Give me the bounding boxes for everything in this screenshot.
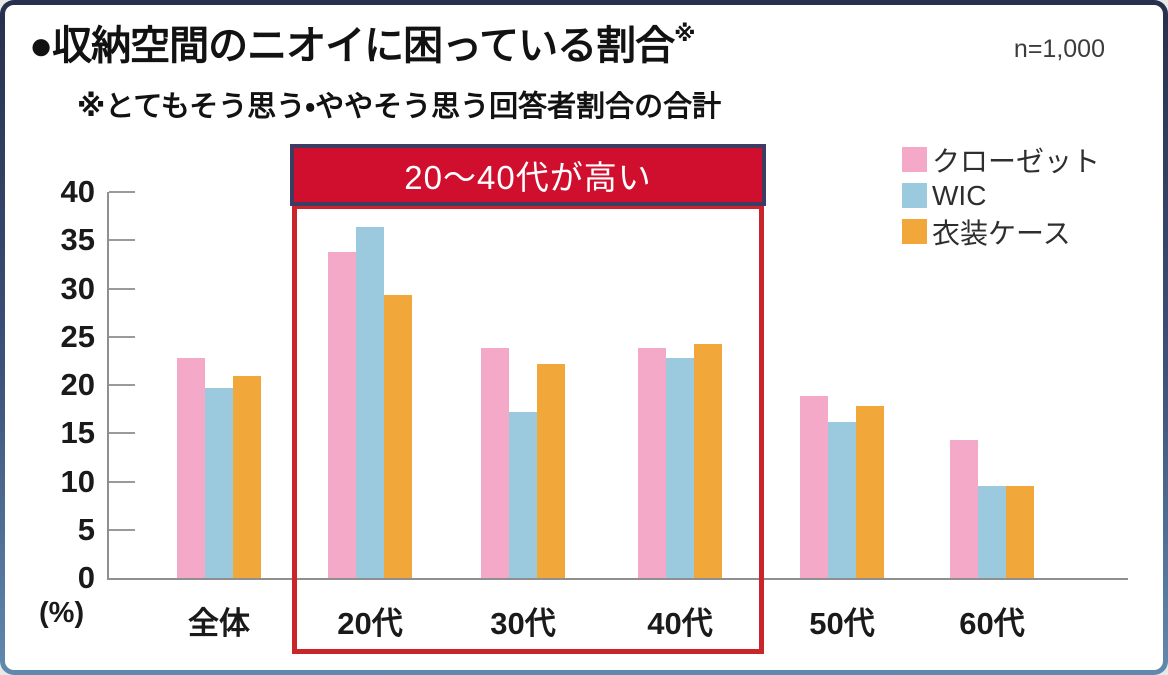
y-tick-mark — [109, 239, 135, 242]
bar-40代-WIC — [666, 357, 694, 578]
bar-全体-WIC — [205, 387, 233, 578]
chart-title: ●収納空間のニオイに困っている割合※ — [29, 13, 696, 71]
bar-30代-クローゼット — [481, 348, 509, 578]
y-axis-tick-label: 20 — [60, 367, 95, 402]
highlight-banner-text: 20〜40代が高い — [404, 159, 652, 196]
title-note-mark: ※ — [674, 21, 695, 46]
bar-50代-衣装ケース — [856, 406, 884, 578]
y-tick-mark — [109, 432, 135, 435]
chart-card: ●収納空間のニオイに困っている割合※ n=1,000 ※とてもそう思う・ややそう… — [5, 5, 1163, 670]
bar-40代-衣装ケース — [694, 343, 722, 578]
y-axis-tick-label: 0 — [77, 560, 95, 595]
x-axis-label-40代: 40代 — [647, 606, 713, 641]
highlight-banner: 20〜40代が高い — [290, 144, 766, 206]
legend-label: クローゼット — [932, 145, 1101, 177]
bar-全体-クローゼット — [177, 357, 205, 578]
y-axis-tick-label: 30 — [60, 270, 95, 306]
y-tick-mark — [109, 287, 135, 290]
y-tick-mark — [109, 335, 135, 338]
legend-item: WIC — [902, 179, 1100, 211]
bar-30代-衣装ケース — [537, 363, 565, 578]
bar-60代-クローゼット — [950, 440, 978, 578]
bar-50代-クローゼット — [800, 395, 828, 578]
legend-item: 衣装ケース — [902, 218, 1100, 249]
sample-size: n=1,000 — [1013, 35, 1105, 63]
bar-60代-WIC — [978, 486, 1006, 578]
bar-20代-衣装ケース — [384, 295, 412, 578]
legend: クローゼット WIC 衣装ケース — [902, 146, 1100, 254]
bar-50代-WIC — [828, 421, 856, 578]
x-axis-line — [107, 578, 1128, 580]
legend-label: 衣装ケース — [932, 217, 1071, 249]
legend-swatch — [902, 219, 927, 244]
bar-20代-クローゼット — [328, 251, 356, 578]
chart-subtitle: ※とてもそう思う・ややそう思う回答者割合の合計 — [77, 91, 722, 123]
x-axis-label-50代: 50代 — [809, 606, 875, 641]
y-axis-unit-label: (%) — [39, 597, 85, 629]
y-axis-tick-label: 35 — [60, 222, 95, 258]
x-axis-label-30代: 30代 — [490, 606, 556, 641]
x-axis-label-20代: 20代 — [337, 606, 403, 641]
x-axis-label-全体: 全体 — [188, 606, 250, 641]
y-axis-tick-label: 5 — [77, 511, 95, 547]
bar-40代-クローゼット — [638, 348, 666, 578]
y-axis-tick-label: 25 — [60, 318, 95, 354]
bar-60代-衣装ケース — [1006, 486, 1034, 578]
chart-title-text: ●収納空間のニオイに困っている割合 — [29, 24, 675, 68]
legend-label: WIC — [932, 179, 987, 211]
legend-item: クローゼット — [902, 146, 1100, 177]
bar-30代-WIC — [509, 412, 537, 578]
plot-area — [107, 191, 1128, 580]
y-tick-mark — [109, 191, 135, 193]
legend-swatch — [902, 183, 927, 208]
bar-20代-WIC — [356, 226, 384, 578]
y-axis-line — [107, 192, 109, 578]
y-tick-mark — [109, 384, 135, 386]
y-axis-tick-label: 10 — [60, 463, 95, 499]
legend-swatch — [902, 147, 927, 172]
y-tick-mark — [109, 480, 135, 483]
y-axis-tick-label: 15 — [60, 415, 95, 451]
y-tick-mark — [109, 528, 135, 531]
bar-全体-衣装ケース — [233, 376, 261, 578]
x-axis-label-60代: 60代 — [959, 606, 1025, 641]
y-axis-tick-label: 40 — [60, 174, 95, 209]
